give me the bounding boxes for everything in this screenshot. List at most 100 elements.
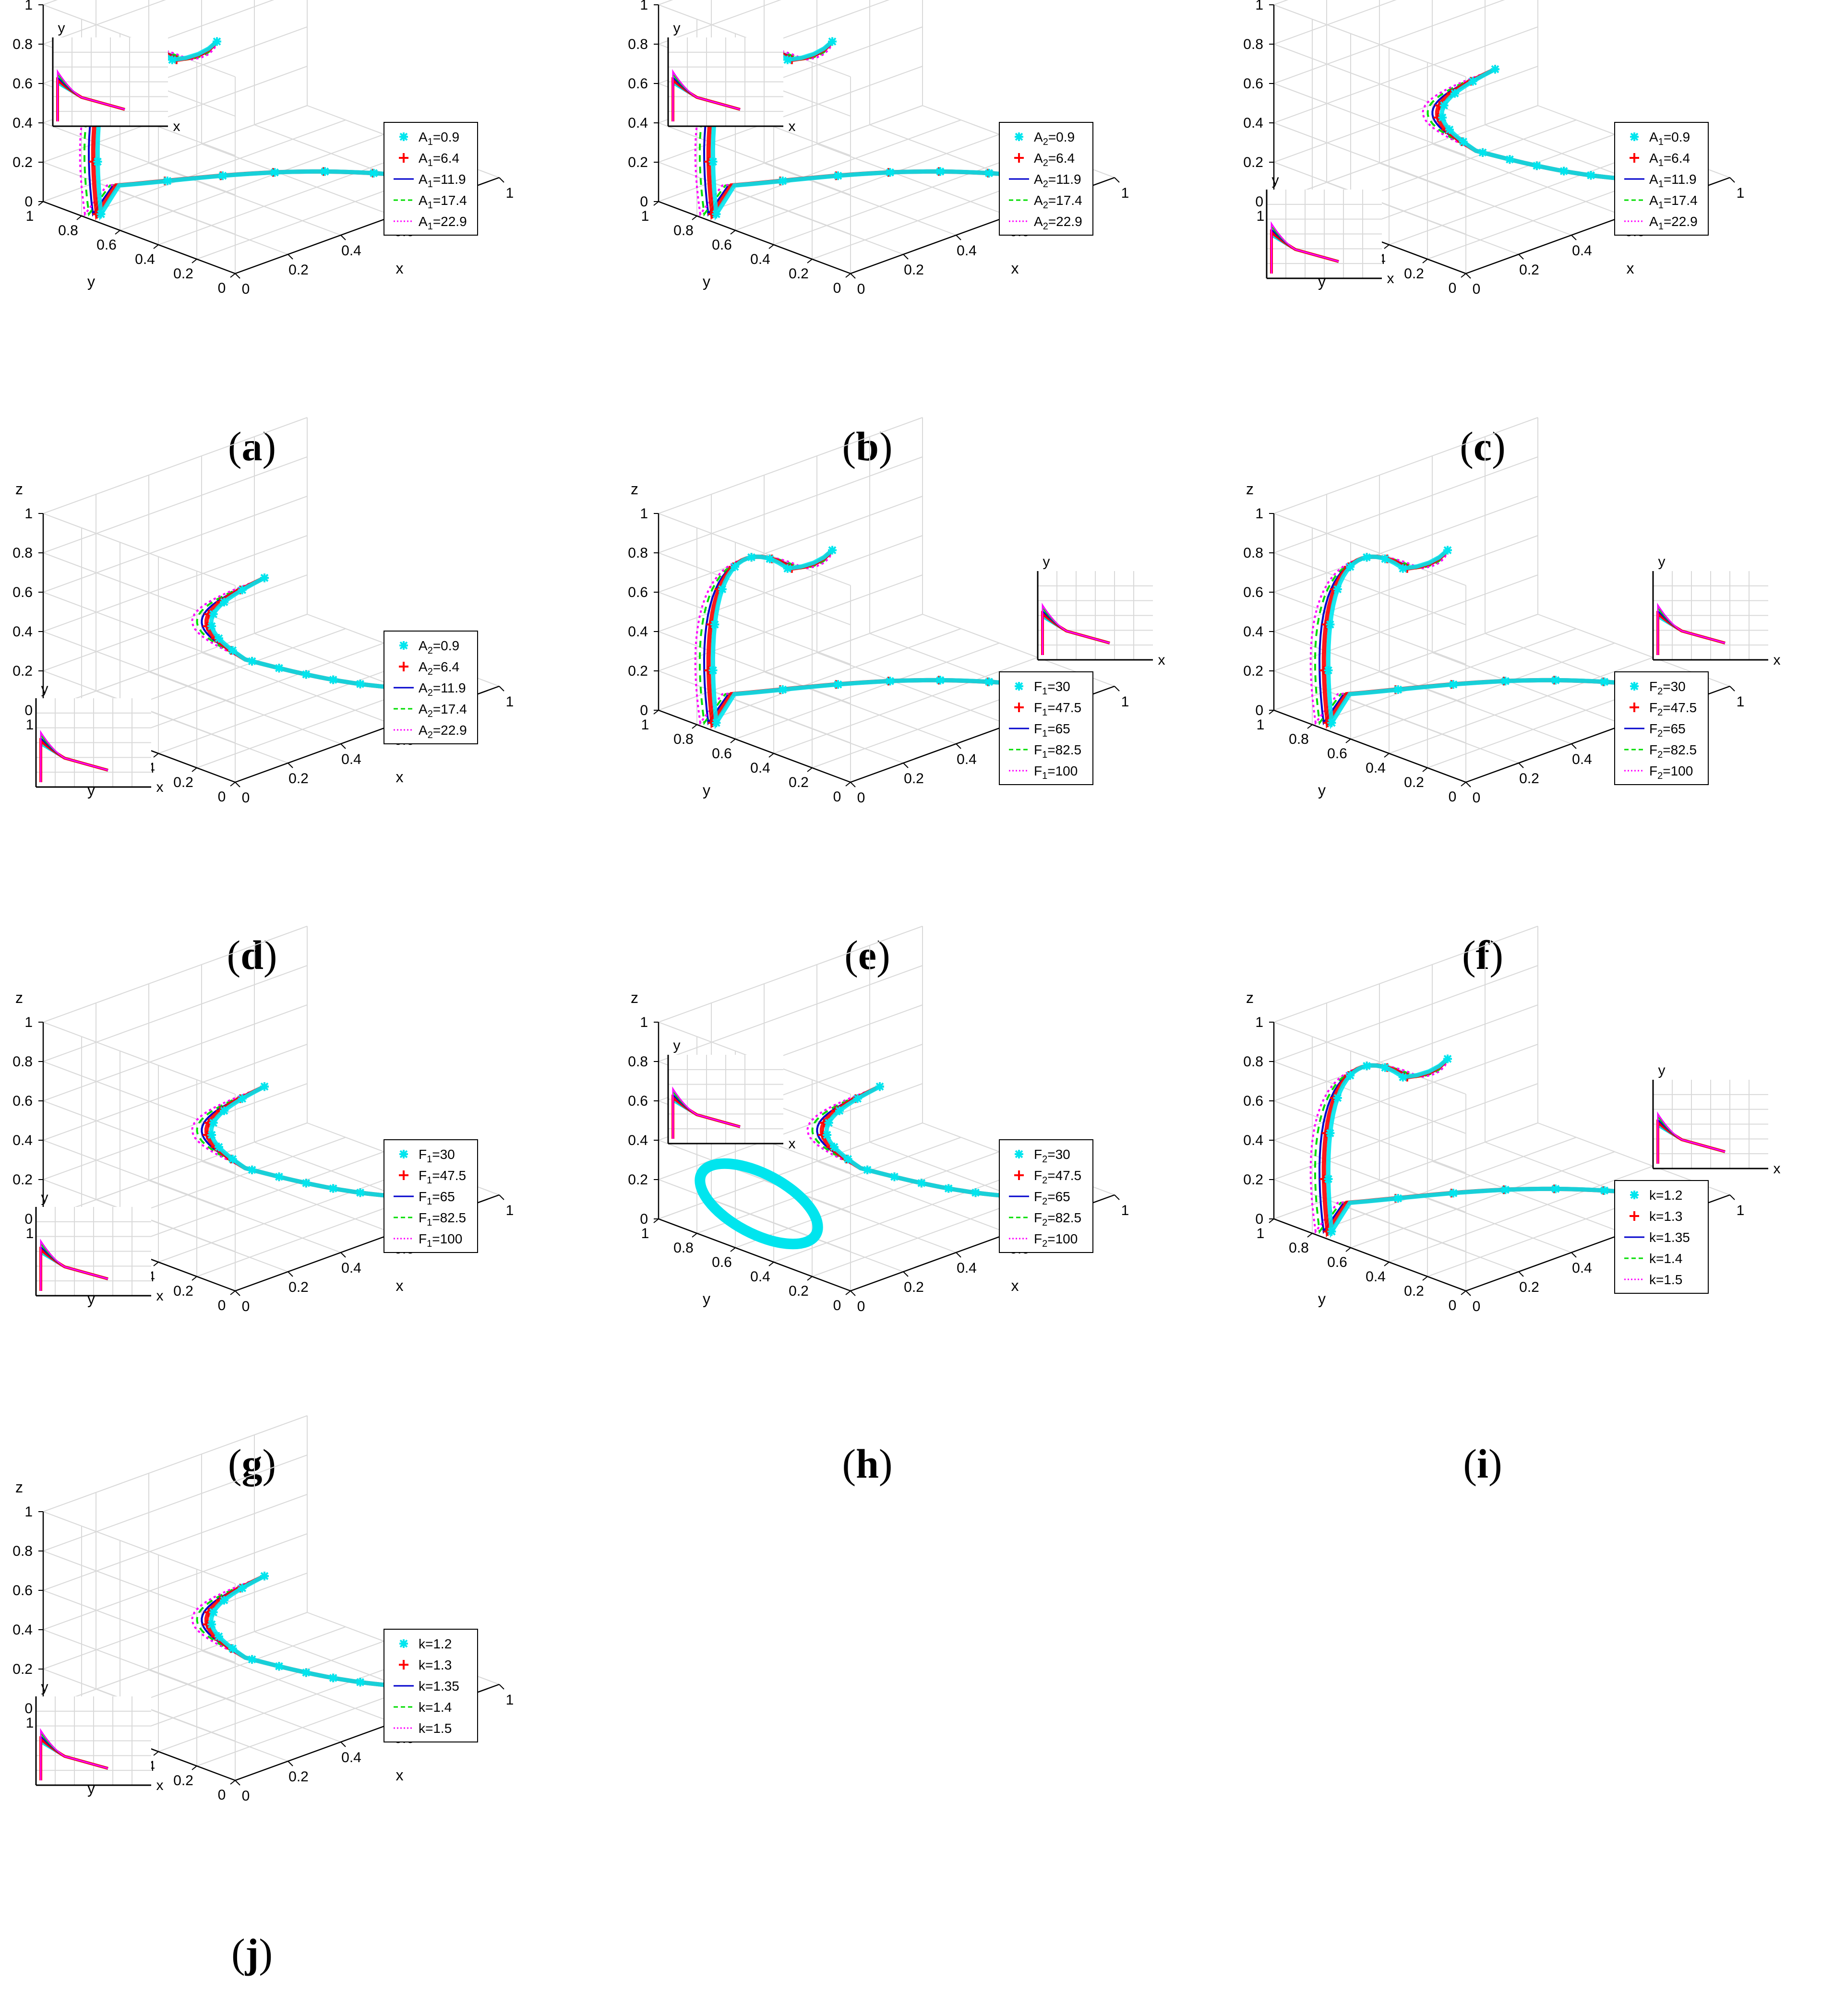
inset-axes: yx [35, 1190, 164, 1304]
y-tick-label: 0.4 [135, 251, 155, 267]
y-tick-label: 0.4 [750, 251, 770, 267]
z-tick-label: 0 [1255, 703, 1263, 718]
y-tick-label: 1 [1257, 717, 1265, 733]
z-tick-label: 0.4 [12, 115, 33, 131]
x-tick [499, 177, 504, 183]
star-marker [1478, 148, 1487, 157]
x-tick [1518, 254, 1524, 260]
y-tick [1422, 259, 1428, 263]
star-marker [1491, 65, 1499, 74]
legend-subscript: 1 [427, 1154, 432, 1165]
star-marker [1459, 137, 1468, 146]
x-axis-label: x [396, 1766, 404, 1784]
grid-line [120, 134, 384, 231]
star-marker [1346, 562, 1355, 572]
y-tick-label: 0.2 [1404, 266, 1424, 282]
y-axis-line [1273, 1218, 1466, 1292]
z-tick-label: 1 [24, 506, 33, 522]
y-axis-label: y [1318, 782, 1326, 799]
legend: F2=30 F2=47.5 F2=65 F2=82.5 F2=100 [999, 1139, 1093, 1253]
star-marker [209, 609, 218, 619]
star-marker [1393, 1194, 1402, 1203]
x-tick-label: 1 [1121, 185, 1129, 201]
legend-entry-label: F1=47.5 [419, 1168, 466, 1186]
y-tick [1269, 710, 1274, 715]
star-marker [275, 1662, 284, 1671]
grid-line [43, 1455, 308, 1551]
x-tick [288, 254, 293, 260]
grid-line [764, 671, 957, 744]
x-tick-label: 0.2 [904, 1279, 924, 1295]
grid-line [43, 1083, 308, 1180]
z-tick-label: 0.8 [12, 1054, 33, 1070]
legend-entry-label: A2=11.9 [419, 680, 466, 698]
series-5-line [694, 41, 1084, 217]
inset-series-5 [40, 1728, 108, 1780]
legend-entry-label: F2=100 [1649, 763, 1693, 781]
legend: A2=0.9 A2=6.4 A2=11.9 A2=17.4 A2=22.9 [384, 631, 478, 744]
star-marker [853, 1094, 862, 1103]
star-marker [238, 585, 247, 595]
y-tick-label: 0.8 [673, 1240, 694, 1256]
x-tick [499, 686, 504, 692]
panel-j: 0000.20.20.20.40.40.40.60.60.60.80.80.81… [0, 1415, 615, 2016]
y-tick-label: 0.4 [1366, 760, 1386, 776]
legend: k=1.2 k=1.3 k=1.35 k=1.4 k=1.5 [384, 1629, 478, 1742]
grid-line [148, 1180, 341, 1253]
legend-subscript: 1 [1042, 686, 1047, 697]
x-tick [1518, 1271, 1524, 1277]
legend-value: =0.9 [433, 130, 459, 144]
legend-entry-label: A2=22.9 [1034, 214, 1082, 232]
grid-line [1273, 456, 1538, 553]
legend-subscript: 2 [428, 688, 433, 698]
star-marker [886, 168, 895, 177]
z-tick-label: 0 [640, 703, 648, 718]
legend-entry-label: F1=30 [1034, 679, 1070, 697]
star-marker [875, 1082, 884, 1091]
star-marker [935, 676, 945, 685]
legend-value: =0.9 [1048, 130, 1075, 144]
z-axis-label: z [15, 480, 23, 498]
panel-e: 0000.20.20.20.40.40.40.60.60.60.80.80.81… [615, 417, 1231, 1017]
grid-line [1273, 1022, 1466, 1095]
x-tick-label: 0.2 [904, 771, 924, 787]
y-tick-label: 0.8 [1289, 731, 1309, 747]
grid-line [1432, 652, 1625, 725]
y-axis-line [658, 709, 851, 783]
legend-entry-label: A1=0.9 [1649, 130, 1690, 147]
legend-entry-label: A1=11.9 [1649, 172, 1697, 190]
star-marker [228, 1644, 237, 1653]
legend-subscript: 2 [1042, 1217, 1047, 1228]
grid-line [1273, 1061, 1466, 1134]
y-axis-label: y [1318, 1290, 1326, 1308]
legend-entry-label: k=1.35 [1649, 1230, 1690, 1245]
star-marker [1450, 89, 1459, 98]
x-tick-label: 1 [506, 1203, 514, 1218]
star-marker [214, 1632, 223, 1641]
star-marker [213, 37, 221, 46]
legend-entry-label: k=1.5 [419, 1721, 452, 1736]
x-tick-label: 0.2 [288, 1769, 309, 1785]
grid-line [764, 163, 957, 236]
inset-axes: yx [52, 20, 180, 134]
z-tick-label: 0.4 [12, 1133, 33, 1148]
y-tick [38, 201, 44, 206]
star-marker [778, 685, 787, 694]
legend-marker-star [399, 641, 408, 650]
star-marker [843, 1155, 852, 1164]
grid-line [1273, 614, 1538, 711]
legend-value: =100 [1047, 763, 1078, 778]
y-tick-label: 0 [218, 789, 226, 805]
z-axis-label: z [15, 989, 23, 1006]
inset-axes: yx [35, 1679, 164, 1793]
x-tick-label: 1 [1121, 1203, 1129, 1218]
legend-marker-plus [1014, 153, 1024, 163]
legend-subscript: 1 [428, 221, 433, 232]
y-tick [1461, 1290, 1466, 1295]
y-tick [1384, 1262, 1390, 1266]
series-5-line [79, 41, 469, 217]
grid-line [1379, 163, 1572, 236]
y-tick [153, 244, 159, 249]
y-tick [845, 273, 851, 278]
legend-entry-label: A2=0.9 [1034, 130, 1075, 147]
